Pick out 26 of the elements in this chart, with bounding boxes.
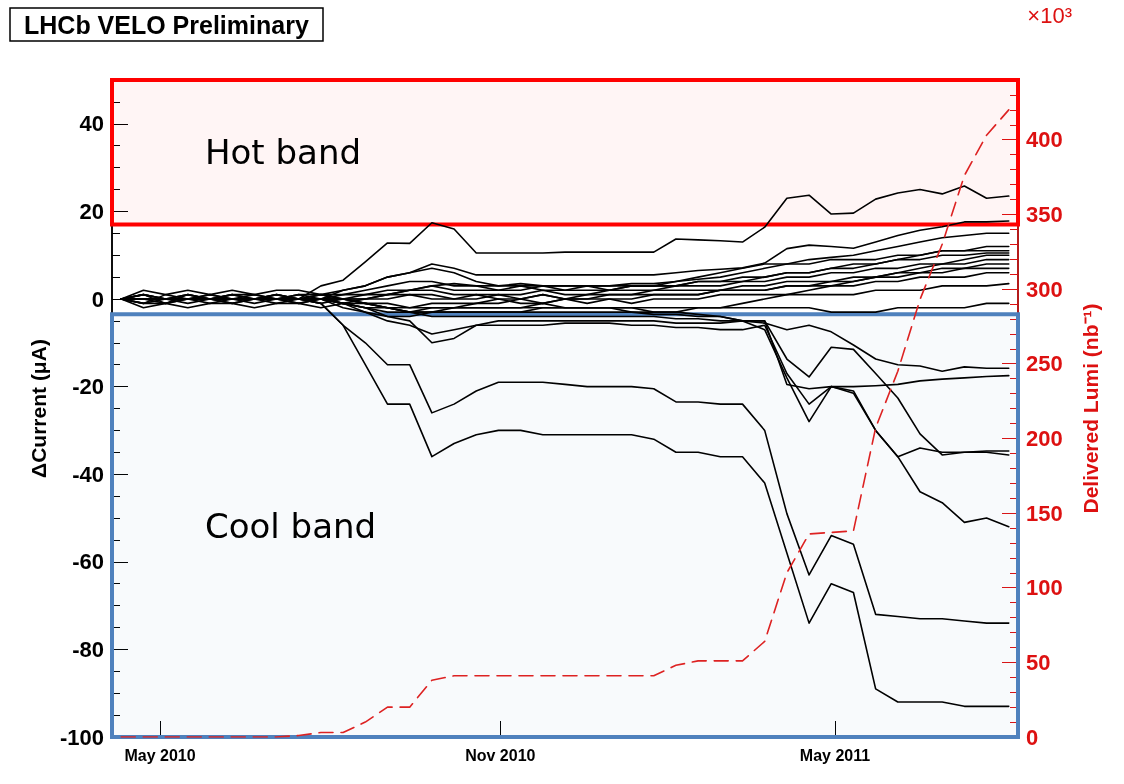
band-label: Hot band bbox=[205, 132, 362, 173]
y-tick-label: -40 bbox=[72, 461, 104, 487]
y-tick-label: -60 bbox=[72, 549, 104, 575]
y2-tick-label: 350 bbox=[1026, 201, 1063, 227]
y2-tick-label: 200 bbox=[1026, 425, 1063, 451]
y2-tick-label: 150 bbox=[1026, 500, 1063, 526]
y2-tick-label: 50 bbox=[1026, 649, 1051, 675]
y-tick-label: -20 bbox=[72, 374, 104, 400]
y-tick-label: 20 bbox=[79, 198, 104, 224]
y-tick-label: -100 bbox=[59, 724, 104, 750]
x-tick-label: May 2010 bbox=[124, 746, 196, 764]
y-axis-title: ΔCurrent (μA) bbox=[27, 339, 51, 478]
x-tick-label: May 2011 bbox=[799, 746, 871, 764]
chart-title: LHCb VELO Preliminary bbox=[24, 10, 309, 39]
y2-tick-label: 0 bbox=[1026, 724, 1039, 750]
y-tick-label: 40 bbox=[79, 111, 104, 137]
y2-tick-label: 100 bbox=[1026, 575, 1063, 601]
y-tick-label: 0 bbox=[91, 286, 104, 312]
y2-tick-label: 300 bbox=[1026, 276, 1063, 302]
y-tick-label: -80 bbox=[72, 636, 104, 662]
y2-tick-label: 400 bbox=[1026, 127, 1063, 153]
band-label: Cool band bbox=[205, 505, 377, 546]
y2-axis-title: Delivered Lumi (nb⁻¹) bbox=[1079, 303, 1102, 514]
y2-tick-label: 250 bbox=[1026, 351, 1063, 377]
x-tick-label: Nov 2010 bbox=[465, 746, 536, 764]
text: ×10³ bbox=[1027, 2, 1073, 28]
